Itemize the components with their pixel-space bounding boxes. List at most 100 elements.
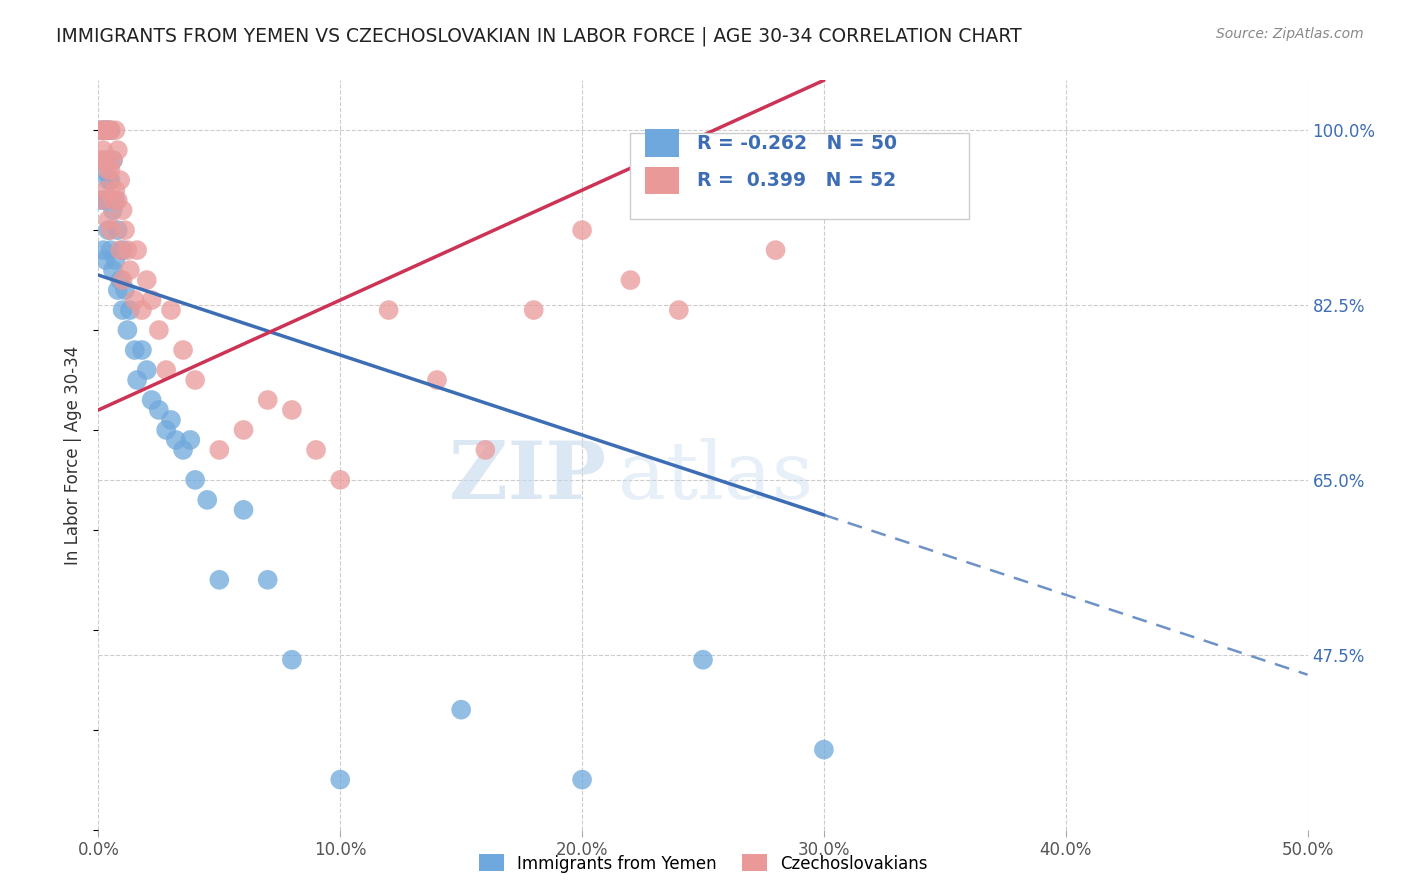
Point — [329, 473, 352, 487]
Point — [523, 303, 546, 318]
Point — [692, 653, 714, 667]
Point — [571, 772, 593, 787]
Point — [172, 442, 194, 457]
Point — [256, 573, 278, 587]
Point — [195, 492, 218, 507]
Point — [160, 303, 183, 318]
Point — [148, 323, 170, 337]
Point — [353, 842, 375, 856]
Point — [179, 433, 201, 447]
Point — [100, 123, 122, 137]
Point — [101, 203, 124, 218]
Point — [100, 243, 122, 257]
Point — [377, 303, 399, 318]
Point — [155, 423, 177, 437]
Point — [91, 123, 114, 137]
Point — [107, 283, 129, 297]
Point — [91, 163, 114, 178]
Point — [97, 223, 120, 237]
Point — [131, 303, 153, 318]
Point — [184, 473, 207, 487]
Point — [117, 323, 139, 337]
Point — [97, 213, 120, 227]
Point — [474, 442, 496, 457]
Point — [101, 263, 124, 277]
FancyBboxPatch shape — [630, 133, 969, 219]
Point — [155, 363, 177, 377]
Point — [90, 123, 112, 137]
Point — [94, 253, 117, 268]
Point — [107, 143, 129, 157]
Point — [91, 143, 114, 157]
Point — [160, 413, 183, 427]
Text: R =  0.399   N = 52: R = 0.399 N = 52 — [697, 171, 896, 190]
Point — [97, 163, 120, 178]
Point — [97, 173, 120, 187]
Point — [256, 392, 278, 407]
Point — [94, 123, 117, 137]
Point — [118, 263, 141, 277]
Point — [131, 343, 153, 357]
Point — [281, 653, 304, 667]
Point — [135, 273, 157, 287]
Point — [108, 273, 131, 287]
Point — [111, 303, 134, 318]
Text: R = -0.262   N = 50: R = -0.262 N = 50 — [697, 134, 897, 153]
Bar — [645, 129, 679, 157]
Point — [104, 183, 127, 197]
Point — [165, 433, 187, 447]
Point — [668, 303, 690, 318]
Point — [101, 193, 124, 207]
Point — [90, 123, 112, 137]
Point — [97, 123, 120, 137]
Point — [91, 123, 114, 137]
Point — [135, 363, 157, 377]
Point — [111, 203, 134, 218]
Text: atlas: atlas — [619, 438, 814, 516]
Point — [107, 193, 129, 207]
Point — [232, 503, 254, 517]
Point — [127, 373, 149, 387]
Point — [90, 193, 112, 207]
Point — [101, 153, 124, 168]
Point — [148, 403, 170, 417]
Point — [91, 193, 114, 207]
Point — [94, 183, 117, 197]
Point — [118, 303, 141, 318]
Point — [117, 243, 139, 257]
Bar — [645, 167, 679, 194]
Point — [111, 243, 134, 257]
Point — [90, 153, 112, 168]
Point — [94, 193, 117, 207]
Point — [619, 273, 641, 287]
Point — [184, 373, 207, 387]
Point — [104, 123, 127, 137]
Point — [100, 123, 122, 137]
Point — [107, 223, 129, 237]
Point — [100, 223, 122, 237]
Legend: Immigrants from Yemen, Czechoslovakians: Immigrants from Yemen, Czechoslovakians — [472, 847, 934, 880]
Point — [104, 253, 127, 268]
Point — [172, 343, 194, 357]
Point — [111, 273, 134, 287]
Point — [101, 153, 124, 168]
Point — [108, 243, 131, 257]
Point — [108, 173, 131, 187]
Point — [91, 243, 114, 257]
Point — [329, 772, 352, 787]
Point — [813, 742, 835, 756]
Point — [100, 173, 122, 187]
Point — [141, 392, 163, 407]
Point — [94, 153, 117, 168]
Point — [114, 223, 136, 237]
Point — [124, 343, 146, 357]
Point — [765, 243, 787, 257]
Point — [281, 403, 304, 417]
Point — [100, 163, 122, 178]
Point — [104, 193, 127, 207]
Point — [114, 283, 136, 297]
Point — [232, 423, 254, 437]
Point — [141, 293, 163, 307]
Point — [208, 442, 231, 457]
Point — [127, 243, 149, 257]
